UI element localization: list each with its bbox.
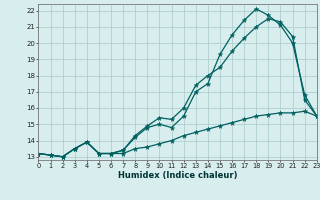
- X-axis label: Humidex (Indice chaleur): Humidex (Indice chaleur): [118, 171, 237, 180]
